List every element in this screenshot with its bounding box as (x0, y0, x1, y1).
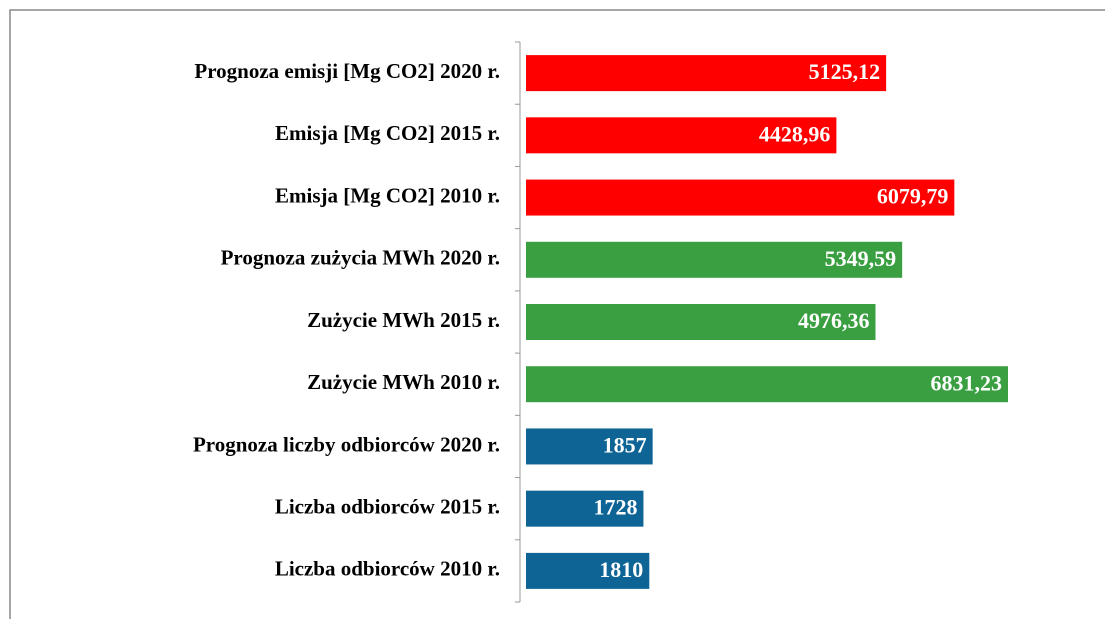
value-label: 5125,12 (809, 59, 881, 84)
frame (9, 9, 1105, 619)
value-label: 4428,96 (759, 121, 831, 146)
category-label: Emisja [Mg CO2] 2015 r. (275, 121, 500, 145)
category-label: Zużycie MWh 2010 r. (307, 370, 500, 394)
category-label: Prognoza liczby odbiorców 2020 r. (193, 432, 500, 456)
bar (526, 366, 1008, 403)
category-label: Prognoza zużycia MWh 2020 r. (221, 246, 500, 270)
category-label: Liczba odbiorców 2010 r. (275, 557, 500, 581)
value-label: 4976,36 (798, 308, 870, 333)
bar (526, 179, 955, 216)
category-label: Zużycie MWh 2015 r. (307, 308, 500, 332)
value-label: 5349,59 (825, 246, 897, 271)
value-label: 1857 (603, 432, 647, 457)
bar (526, 304, 876, 340)
bar (526, 490, 644, 527)
value-label: 1810 (599, 557, 643, 582)
category-label: Emisja [Mg CO2] 2010 r. (275, 183, 500, 207)
category-label: Liczba odbiorców 2015 r. (275, 494, 500, 518)
value-label: 6079,79 (877, 184, 949, 209)
bar (526, 428, 653, 465)
bar (526, 552, 650, 589)
bar (526, 117, 837, 154)
value-label: 1728 (593, 495, 637, 520)
category-label: Prognoza emisji [Mg CO2] 2020 r. (194, 59, 500, 83)
bar (526, 241, 903, 278)
value-label: 6831,23 (931, 370, 1003, 395)
bar (526, 55, 887, 92)
